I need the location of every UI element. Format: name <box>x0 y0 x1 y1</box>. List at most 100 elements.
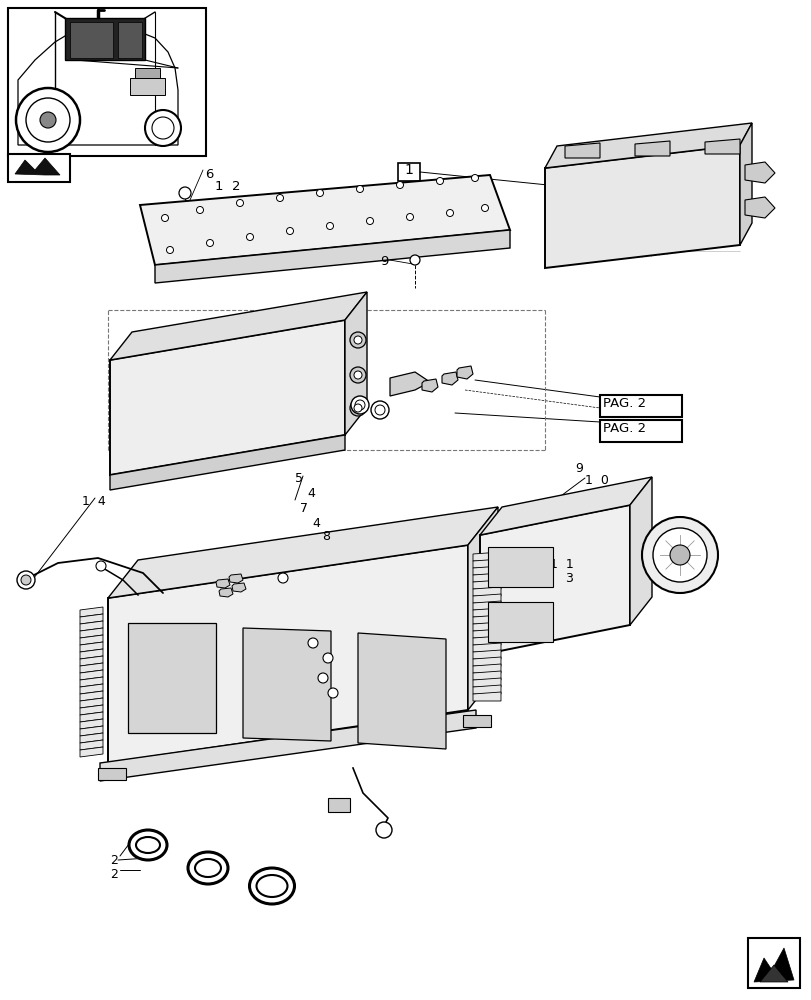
Polygon shape <box>80 656 103 666</box>
Polygon shape <box>473 692 500 701</box>
Circle shape <box>371 401 388 419</box>
Polygon shape <box>744 162 774 183</box>
Circle shape <box>354 400 365 410</box>
Ellipse shape <box>129 830 167 860</box>
Polygon shape <box>80 705 103 715</box>
Bar <box>599 420 681 442</box>
Text: 3: 3 <box>564 572 573 585</box>
Polygon shape <box>473 566 500 575</box>
Polygon shape <box>457 366 473 379</box>
Polygon shape <box>80 677 103 687</box>
Circle shape <box>375 822 392 838</box>
Polygon shape <box>422 379 437 392</box>
Circle shape <box>481 205 488 212</box>
Bar <box>328 798 350 812</box>
Polygon shape <box>80 663 103 673</box>
Bar <box>98 768 126 780</box>
Circle shape <box>328 688 337 698</box>
Polygon shape <box>118 22 142 58</box>
Circle shape <box>396 182 403 189</box>
Circle shape <box>446 210 453 217</box>
Polygon shape <box>155 230 509 283</box>
Circle shape <box>17 571 35 589</box>
Bar <box>8 154 70 182</box>
Polygon shape <box>753 948 793 982</box>
Polygon shape <box>473 671 500 680</box>
Polygon shape <box>759 965 787 982</box>
Circle shape <box>21 575 31 585</box>
Polygon shape <box>473 608 500 617</box>
Polygon shape <box>473 678 500 687</box>
Text: 9: 9 <box>380 255 388 268</box>
Text: 1  4: 1 4 <box>82 495 105 508</box>
Polygon shape <box>80 684 103 694</box>
Text: 4: 4 <box>307 487 315 500</box>
Text: PAG. 2: PAG. 2 <box>603 422 646 435</box>
Polygon shape <box>70 22 113 58</box>
Circle shape <box>178 187 191 199</box>
Polygon shape <box>80 740 103 750</box>
Circle shape <box>16 88 80 152</box>
Polygon shape <box>109 435 345 490</box>
Circle shape <box>436 178 443 185</box>
Circle shape <box>350 400 366 416</box>
Polygon shape <box>441 372 457 385</box>
Circle shape <box>354 371 362 379</box>
Text: 2: 2 <box>110 868 118 881</box>
Polygon shape <box>135 68 160 78</box>
Polygon shape <box>80 670 103 680</box>
Circle shape <box>277 573 288 583</box>
Circle shape <box>236 200 243 207</box>
Polygon shape <box>473 622 500 631</box>
Polygon shape <box>232 583 246 592</box>
Polygon shape <box>80 607 103 617</box>
Polygon shape <box>130 78 165 95</box>
Ellipse shape <box>256 875 287 897</box>
Circle shape <box>350 396 368 414</box>
Text: 1  2: 1 2 <box>215 180 240 193</box>
Text: 1: 1 <box>404 163 413 177</box>
Circle shape <box>247 233 253 240</box>
Circle shape <box>350 367 366 383</box>
Bar <box>599 395 681 417</box>
Polygon shape <box>629 477 651 625</box>
Text: 7: 7 <box>299 502 307 515</box>
Ellipse shape <box>249 868 294 904</box>
Polygon shape <box>473 552 500 561</box>
Circle shape <box>318 673 328 683</box>
Bar <box>8 8 206 156</box>
Circle shape <box>166 246 174 253</box>
Text: 1  1: 1 1 <box>549 558 573 571</box>
Polygon shape <box>473 664 500 673</box>
Polygon shape <box>467 507 497 710</box>
Circle shape <box>152 117 174 139</box>
Polygon shape <box>80 621 103 631</box>
Polygon shape <box>479 477 651 535</box>
Polygon shape <box>242 628 331 741</box>
Circle shape <box>316 190 323 196</box>
Polygon shape <box>109 320 345 475</box>
Text: 4: 4 <box>311 517 320 530</box>
Ellipse shape <box>195 859 221 877</box>
Polygon shape <box>139 175 509 265</box>
Polygon shape <box>473 573 500 582</box>
Circle shape <box>40 112 56 128</box>
Circle shape <box>145 110 181 146</box>
Polygon shape <box>65 18 145 60</box>
Polygon shape <box>80 726 103 736</box>
Bar <box>487 547 552 587</box>
Polygon shape <box>18 26 178 145</box>
Polygon shape <box>544 123 751 168</box>
Polygon shape <box>634 141 669 156</box>
Text: 6: 6 <box>204 168 213 181</box>
Bar <box>747 938 799 988</box>
Text: 1  3: 1 3 <box>389 638 414 651</box>
Polygon shape <box>80 691 103 701</box>
Circle shape <box>354 404 362 412</box>
Text: PAG. 2: PAG. 2 <box>603 397 646 410</box>
Polygon shape <box>229 574 242 583</box>
Polygon shape <box>80 635 103 645</box>
Circle shape <box>375 405 384 415</box>
Text: 9: 9 <box>574 462 582 475</box>
Text: 5: 5 <box>294 472 303 485</box>
